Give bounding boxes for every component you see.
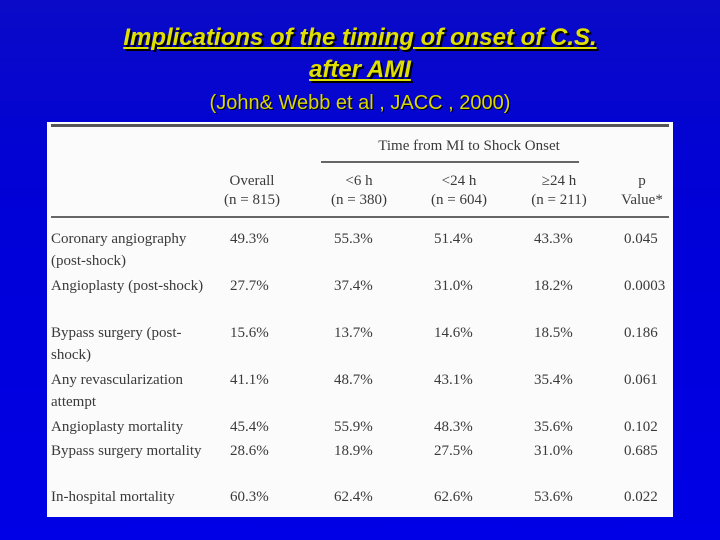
cell-ge24h: 35.6% <box>534 419 573 435</box>
cell-ge24h: 18.5% <box>534 325 573 341</box>
cell-lt6h: 48.7% <box>334 372 373 388</box>
row-label-in-hospital-mortality: In-hospital mortality <box>51 489 175 505</box>
row-label-coronary-angiography: Coronary angiography (post-shock) <box>51 231 187 269</box>
cell-pvalue: 0.0003 <box>624 278 666 294</box>
cell-lt24h: 27.5% <box>434 443 473 459</box>
cell-pvalue: 0.045 <box>624 231 658 247</box>
slide-title: Implications of the timing of onset of C… <box>0 22 720 86</box>
cell-ge24h: 53.6% <box>534 489 573 505</box>
table-image-panel: Time from MI to Shock Onset Overall (n =… <box>47 122 673 517</box>
slide-subtitle: (John& Webb et al , JACC , 2000) <box>209 92 511 114</box>
row-label-angioplasty-mortality: Angioplasty mortality <box>51 419 184 435</box>
column-header-sub: (n = 604) <box>431 192 487 208</box>
column-header-label: ≥24 h <box>541 173 577 189</box>
cell-overall: 45.4% <box>230 419 269 435</box>
column-header-label: p <box>638 173 646 189</box>
group-header: Time from MI to Shock Onset <box>378 138 560 154</box>
row-label-any-revascularization: Any revascularization attempt <box>51 372 184 410</box>
cell-pvalue: 0.022 <box>624 489 658 505</box>
cell-lt6h: 13.7% <box>334 325 373 341</box>
cell-lt6h: 37.4% <box>334 278 373 294</box>
column-header-sub: (n = 211) <box>531 192 587 208</box>
row-label-bypass-surgery: Bypass surgery (post-shock) <box>51 325 182 363</box>
cell-lt6h: 62.4% <box>334 489 373 505</box>
slide-title-line1: Implications of the timing of onset of C… <box>123 24 597 51</box>
cell-overall: 27.7% <box>230 278 269 294</box>
cell-pvalue: 0.186 <box>624 325 658 341</box>
column-header-sub: Value* <box>621 192 663 208</box>
cell-lt24h: 14.6% <box>434 325 473 341</box>
cell-ge24h: 43.3% <box>534 231 573 247</box>
cell-lt24h: 62.6% <box>434 489 473 505</box>
cell-overall: 49.3% <box>230 231 269 247</box>
column-header-ge24h: ≥24 h (n = 211) <box>509 172 609 210</box>
column-header-overall: Overall (n = 815) <box>202 172 302 210</box>
cell-ge24h: 18.2% <box>534 278 573 294</box>
column-header-label: <24 h <box>441 173 477 189</box>
cell-overall: 41.1% <box>230 372 269 388</box>
cell-pvalue: 0.685 <box>624 443 658 459</box>
column-header-lt6h: <6 h (n = 380) <box>309 172 409 210</box>
cell-pvalue: 0.102 <box>624 419 658 435</box>
cell-overall: 15.6% <box>230 325 269 341</box>
cell-overall: 60.3% <box>230 489 269 505</box>
row-label-angioplasty: Angioplasty (post-shock) <box>51 278 204 294</box>
cell-lt24h: 48.3% <box>434 419 473 435</box>
row-label-bypass-surgery-mortality: Bypass surgery mortality <box>51 443 202 459</box>
cell-lt24h: 43.1% <box>434 372 473 388</box>
cell-ge24h: 35.4% <box>534 372 573 388</box>
column-header-sub: (n = 380) <box>331 192 387 208</box>
column-header-lt24h: <24 h (n = 604) <box>409 172 509 210</box>
cell-ge24h: 31.0% <box>534 443 573 459</box>
cell-lt6h: 55.9% <box>334 419 373 435</box>
cell-pvalue: 0.061 <box>624 372 658 388</box>
header-rule <box>51 216 669 218</box>
table-top-rule <box>51 124 669 127</box>
cell-overall: 28.6% <box>230 443 269 459</box>
column-header-sub: (n = 815) <box>224 192 280 208</box>
column-header-label: <6 h <box>345 173 373 189</box>
cell-lt24h: 31.0% <box>434 278 473 294</box>
cell-lt6h: 18.9% <box>334 443 373 459</box>
slide-title-line2: after AMI <box>309 56 411 83</box>
column-header-pvalue: p Value* <box>592 172 692 210</box>
cell-lt24h: 51.4% <box>434 231 473 247</box>
column-header-label: Overall <box>229 173 275 189</box>
group-header-rule <box>321 161 579 163</box>
cell-lt6h: 55.3% <box>334 231 373 247</box>
